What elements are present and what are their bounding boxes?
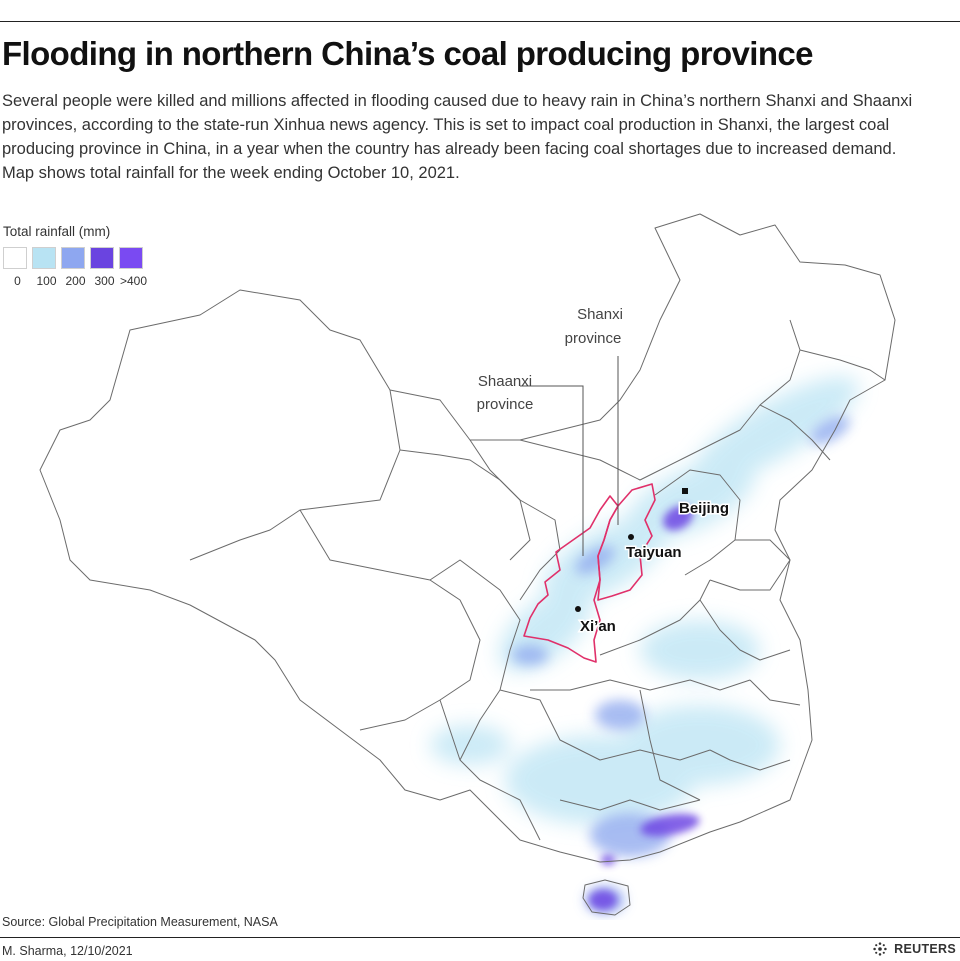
- source-note: Source: Global Precipitation Measurement…: [2, 915, 278, 929]
- headline: Flooding in northern China’s coal produc…: [2, 35, 814, 72]
- legend-swatches: [3, 247, 193, 269]
- shanxi-callout-line1: Shanxi: [577, 306, 623, 323]
- beijing-label: Beijing: [679, 500, 729, 517]
- legend-label-0: 0: [14, 274, 21, 288]
- province-borders: [39, 213, 896, 916]
- top-rule: [0, 21, 960, 22]
- province-callouts: Shanxi province Shaanxi province: [477, 306, 623, 413]
- border-tibet: [299, 509, 481, 731]
- border-guangxi-guangdong: [559, 799, 701, 811]
- city-labels: Beijing Taiyuan Xi’an: [579, 499, 731, 637]
- publisher-name: REUTERS: [894, 942, 956, 956]
- border-hubei: [530, 679, 751, 691]
- border-chongqing-guizhou: [499, 689, 711, 761]
- legend-title: Total rainfall (mm): [3, 224, 111, 239]
- shaanxi-callout-line1: Shaanxi: [478, 373, 532, 390]
- legend-label-100: 100: [36, 274, 57, 288]
- city-markers: [575, 488, 688, 612]
- legend-swatch-400: [119, 247, 143, 269]
- border-zhejiang: [749, 679, 801, 706]
- shaanxi-callout-line2: province: [477, 396, 534, 413]
- china-rainfall-map: Shanxi province Shaanxi province Beijing…: [39, 213, 896, 916]
- legend-swatch-300: [90, 247, 114, 269]
- standfirst: Several people were killed and millions …: [2, 89, 942, 185]
- byline: M. Sharma, 12/10/2021: [2, 944, 133, 958]
- legend-label-200: 200: [65, 274, 86, 288]
- legend-swatch-100: [32, 247, 56, 269]
- border-inner-mongolia: [519, 319, 801, 481]
- xian-city-marker: [575, 606, 581, 612]
- taiyuan-city-marker: [628, 534, 634, 540]
- border-liaoning: [759, 404, 831, 461]
- shanxi-province-outline: [597, 483, 656, 601]
- border-xinjiang: [189, 389, 401, 561]
- beijing-capital-marker: [682, 488, 688, 494]
- intro-paragraph: Several people were killed and millions …: [2, 92, 913, 158]
- rainfall-legend: Total rainfall (mm) 0 100 200 300 >400: [3, 224, 193, 288]
- legend-label-300: 300: [94, 274, 115, 288]
- border-henan: [599, 579, 711, 656]
- border-yunnan: [439, 699, 541, 841]
- border-gansu: [469, 439, 561, 601]
- border-hebei: [654, 469, 741, 576]
- xian-label: Xi’an: [580, 618, 616, 635]
- legend-swatch-0: [3, 247, 27, 269]
- legend-swatch-200: [61, 247, 85, 269]
- map-description: Map shows total rainfall for the week en…: [2, 164, 460, 182]
- border-fujian: [709, 749, 791, 771]
- rainfall-layer: [430, 376, 859, 914]
- shanxi-callout-line2: province: [565, 330, 622, 347]
- reuters-dots-icon: [873, 942, 887, 956]
- border-sichuan: [429, 559, 521, 761]
- border-qinghai: [399, 449, 531, 561]
- shaanxi-leader-line: [520, 385, 584, 556]
- border-heilongjiang-jilin: [799, 349, 886, 381]
- hainan-island: [582, 879, 631, 916]
- reuters-logo: REUTERS: [871, 940, 956, 958]
- legend-tick-labels: 0 100 200 300 >400: [3, 274, 193, 288]
- callout-leaders: [520, 356, 619, 556]
- legend-label-400: >400: [119, 274, 148, 288]
- bottom-rule: [0, 937, 960, 938]
- taiyuan-label: Taiyuan: [626, 544, 682, 561]
- border-hunan-jiangxi: [639, 689, 701, 801]
- border-anhui-jiangsu: [699, 599, 791, 661]
- border-shandong: [709, 539, 791, 591]
